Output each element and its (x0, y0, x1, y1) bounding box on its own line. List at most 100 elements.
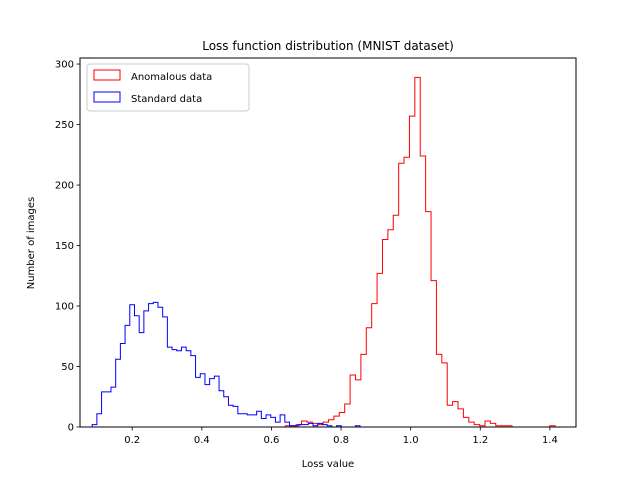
bin-anomalous-data (453, 402, 458, 427)
bin-standard-data (172, 350, 177, 427)
legend-label-anomalous: Anomalous data (131, 72, 212, 83)
bin-standard-data (257, 411, 262, 427)
legend-label-standard: Standard data (131, 94, 202, 105)
legend-swatch-standard (93, 91, 121, 103)
bin-anomalous-data (436, 354, 441, 427)
bin-anomalous-data (469, 422, 474, 427)
bin-standard-data (261, 419, 266, 427)
bin-anomalous-data (490, 423, 495, 427)
plot-frame (79, 57, 577, 428)
bin-standard-data (318, 423, 323, 427)
bin-anomalous-data (458, 409, 463, 427)
y-tick-label: 150 (55, 241, 74, 252)
legend-swatch-anomalous (93, 69, 121, 81)
bin-anomalous-data (485, 421, 490, 427)
bin-anomalous-data (415, 77, 420, 427)
x-tick-label: 1.4 (542, 435, 558, 446)
bin-standard-data (252, 415, 257, 427)
bin-standard-data (144, 311, 149, 427)
bin-standard-data (280, 415, 285, 427)
bin-standard-data (111, 387, 116, 427)
bin-standard-data (130, 305, 135, 427)
bin-anomalous-data (388, 230, 393, 427)
bin-standard-data (205, 385, 210, 427)
bin-standard-data (191, 356, 196, 427)
bin-standard-data (228, 405, 233, 427)
bin-standard-data (139, 333, 144, 427)
bin-standard-data (200, 374, 205, 427)
bin-anomalous-data (399, 163, 404, 427)
bin-standard-data (106, 392, 111, 427)
step-outline-standard-data (91, 301, 375, 428)
bin-standard-data (177, 351, 182, 427)
bin-standard-data (219, 391, 224, 427)
bin-standard-data (97, 414, 102, 427)
bin-standard-data (167, 347, 172, 427)
x-axis-label: Loss value (302, 459, 354, 470)
bin-standard-data (120, 344, 125, 427)
y-axis-label: Number of images (26, 197, 37, 290)
y-tick-label: 300 (55, 60, 74, 71)
x-tick-label: 0.6 (263, 435, 279, 446)
bin-anomalous-data (442, 363, 447, 427)
y-tick-label: 100 (55, 302, 74, 313)
y-tick-label: 0 (68, 423, 74, 434)
legend-box (86, 63, 250, 112)
bin-standard-data (102, 392, 107, 427)
bin-standard-data (275, 422, 280, 427)
bin-standard-data (266, 415, 271, 427)
bin-standard-data (116, 359, 121, 427)
bin-anomalous-data (393, 215, 398, 427)
chart-title: Loss function distribution (MNIST datase… (202, 39, 454, 53)
bin-standard-data (243, 414, 248, 427)
bin-anomalous-data (431, 281, 436, 427)
series-anomalous-data (284, 76, 556, 428)
bin-standard-data (149, 304, 154, 427)
bin-standard-data (238, 414, 243, 427)
bin-anomalous-data (463, 417, 468, 427)
bin-anomalous-data (447, 405, 452, 427)
bin-standard-data (271, 417, 276, 427)
step-outline-anomalous-data (284, 76, 556, 428)
bin-anomalous-data (382, 239, 387, 427)
bin-standard-data (158, 307, 163, 427)
bin-anomalous-data (366, 328, 371, 427)
x-tick-label: 0.8 (333, 435, 349, 446)
y-tick-label: 50 (61, 362, 74, 373)
bin-standard-data (210, 379, 215, 427)
bin-standard-data (247, 415, 252, 427)
bin-anomalous-data (426, 212, 431, 427)
bin-standard-data (233, 406, 238, 427)
bin-standard-data (285, 422, 290, 427)
bin-anomalous-data (372, 304, 377, 427)
bin-standard-data (153, 302, 158, 427)
x-tick-label: 0.4 (194, 435, 210, 446)
series-standard-data (91, 301, 375, 428)
x-tick-label: 0.2 (124, 435, 140, 446)
bin-anomalous-data (355, 380, 360, 427)
legend: Anomalous data Standard data (86, 63, 250, 112)
bin-standard-data (181, 347, 186, 427)
bin-anomalous-data (339, 412, 344, 427)
bin-anomalous-data (409, 116, 414, 427)
bin-anomalous-data (377, 273, 382, 427)
bin-anomalous-data (345, 404, 350, 427)
x-axis: 0.2 0.4 0.6 0.8 1.0 1.2 1.4 (124, 427, 558, 446)
y-axis: 0 50 100 150 200 250 300 (55, 60, 80, 434)
y-tick-label: 200 (55, 181, 74, 192)
bin-standard-data (163, 317, 168, 427)
x-tick-label: 1.0 (403, 435, 419, 446)
x-tick-label: 1.2 (472, 435, 488, 446)
bin-anomalous-data (350, 375, 355, 427)
bin-anomalous-data (404, 157, 409, 427)
bin-standard-data (196, 377, 201, 427)
bin-standard-data (224, 397, 229, 427)
bin-standard-data (214, 376, 219, 427)
series-layer (91, 76, 556, 428)
bin-anomalous-data (420, 156, 425, 427)
bin-standard-data (125, 325, 130, 427)
bin-standard-data (134, 316, 139, 427)
y-tick-label: 250 (55, 120, 74, 131)
bin-standard-data (308, 423, 313, 427)
